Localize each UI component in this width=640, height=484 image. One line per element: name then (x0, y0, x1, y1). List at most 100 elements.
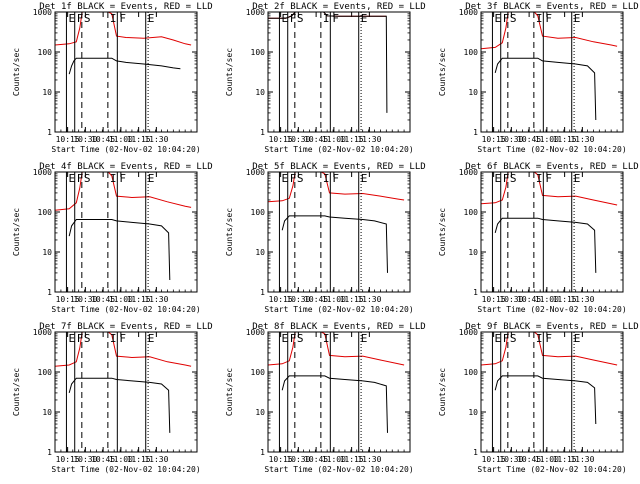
event-marker-label: S (297, 172, 304, 185)
y-axis-label: Counts/sec (438, 48, 447, 96)
series-line (494, 57, 597, 121)
event-marker-label: S (297, 332, 304, 345)
x-tick-label: 11:15 (340, 295, 364, 304)
y-tick-label: 100 (38, 48, 53, 57)
event-marker-label: E (148, 172, 155, 185)
x-tick-label: 11:15 (127, 295, 151, 304)
detector-panel: Det 4f BLACK = Events, RED = LLD Counts/s… (12, 162, 213, 314)
y-tick-label: 10 (255, 88, 265, 97)
detector-panel: Det 7f BLACK = Events, RED = LLD Counts/s… (12, 322, 213, 474)
y-tick-label: 1 (473, 288, 478, 297)
y-tick-label: 100 (251, 368, 266, 377)
event-marker-label: I (536, 332, 543, 345)
panel-title: Det 7f BLACK = Events, RED = LLD (39, 322, 212, 332)
x-tick-label: 11:30 (144, 135, 168, 144)
series-line (267, 331, 405, 366)
y-tick-label: 1 (260, 448, 265, 457)
plot-frame (480, 11, 624, 133)
event-marker-label: F (290, 332, 297, 345)
event-marker-label: E (361, 12, 368, 25)
y-tick-label: 1000 (33, 328, 52, 337)
series-line (480, 11, 618, 50)
event-marker-label: S (510, 332, 517, 345)
x-tick-label: 11:00 (535, 135, 559, 144)
event-marker-label: F (77, 172, 84, 185)
y-axis-label: Counts/sec (225, 48, 234, 96)
series-line (480, 171, 618, 206)
event-marker-label: E (68, 172, 75, 185)
series-line (68, 57, 181, 75)
plot-frame (480, 331, 624, 453)
detector-panel: Det 8f BLACK = Events, RED = LLD Counts/s… (225, 322, 426, 474)
x-tick-label: 10:45 (304, 295, 328, 304)
event-marker-label: E (494, 172, 501, 185)
panel-title: Det 4f BLACK = Events, RED = LLD (39, 162, 212, 172)
series-line (54, 11, 192, 46)
event-marker-label: F (290, 172, 297, 185)
event-marker-label: I (536, 172, 543, 185)
x-tick-label: 10:15 (269, 295, 293, 304)
x-tick-label: 10:30 (499, 135, 523, 144)
detector-panel: Det 5f BLACK = Events, RED = LLD Counts/s… (225, 162, 426, 314)
event-marker-label: S (84, 332, 91, 345)
event-marker-label: F (332, 12, 339, 25)
x-tick-label: 10:45 (91, 455, 115, 464)
event-marker-label: E (281, 12, 288, 25)
panel-title: Det 3f BLACK = Events, RED = LLD (465, 2, 638, 12)
event-marker-label: E (148, 332, 155, 345)
detector-panel: Det 1f BLACK = Events, RED = LLD Counts/s… (12, 2, 213, 154)
event-marker-label: F (545, 172, 552, 185)
series-line (68, 377, 171, 433)
x-tick-label: 10:45 (91, 135, 115, 144)
event-marker-label: F (545, 12, 552, 25)
event-marker-label: F (77, 332, 84, 345)
x-tick-label: 10:30 (499, 455, 523, 464)
y-tick-label: 1 (47, 288, 52, 297)
event-marker-label: E (574, 12, 581, 25)
x-tick-label: 10:15 (482, 295, 506, 304)
series-line (281, 215, 388, 273)
x-axis-label: Start Time (02-Nov-02 10:04:20) (51, 305, 200, 314)
y-tick-label: 100 (464, 48, 479, 57)
event-marker-label: S (84, 12, 91, 25)
x-tick-label: 10:45 (517, 455, 541, 464)
y-tick-label: 1000 (246, 8, 265, 17)
event-marker-label: F (332, 172, 339, 185)
y-tick-label: 10 (255, 248, 265, 257)
event-marker-label: E (361, 172, 368, 185)
x-tick-label: 10:15 (269, 455, 293, 464)
x-tick-label: 10:30 (286, 295, 310, 304)
y-tick-label: 100 (464, 208, 479, 217)
x-tick-label: 11:15 (553, 455, 577, 464)
event-marker-label: F (545, 332, 552, 345)
x-tick-label: 11:15 (127, 455, 151, 464)
x-tick-label: 11:00 (322, 295, 346, 304)
series-line (480, 331, 618, 366)
y-tick-label: 10 (468, 248, 478, 257)
x-tick-label: 10:45 (304, 135, 328, 144)
event-marker-label: I (110, 332, 117, 345)
x-tick-label: 11:30 (357, 295, 381, 304)
event-marker-label: I (536, 12, 543, 25)
y-tick-label: 1000 (246, 328, 265, 337)
x-axis-label: Start Time (02-Nov-02 10:04:20) (51, 465, 200, 474)
y-tick-label: 1 (260, 288, 265, 297)
series-line (68, 219, 171, 281)
x-tick-label: 10:30 (73, 135, 97, 144)
series-line (54, 331, 192, 367)
plot-frame (267, 331, 411, 453)
event-marker-label: I (323, 12, 330, 25)
event-marker-label: F (290, 12, 297, 25)
x-axis-label: Start Time (02-Nov-02 10:04:20) (477, 305, 626, 314)
event-marker-label: F (503, 172, 510, 185)
event-marker-label: E (148, 12, 155, 25)
series-line (494, 375, 597, 425)
panel-title: Det 2f BLACK = Events, RED = LLD (252, 2, 425, 12)
y-axis-label: Counts/sec (438, 208, 447, 256)
y-axis-label: Counts/sec (225, 208, 234, 256)
event-marker-label: S (510, 172, 517, 185)
x-tick-label: 10:30 (73, 295, 97, 304)
y-tick-label: 100 (38, 208, 53, 217)
plot-frame (267, 171, 411, 293)
